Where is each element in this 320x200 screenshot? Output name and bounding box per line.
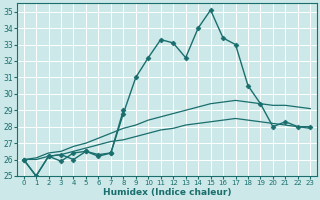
X-axis label: Humidex (Indice chaleur): Humidex (Indice chaleur) (103, 188, 231, 197)
